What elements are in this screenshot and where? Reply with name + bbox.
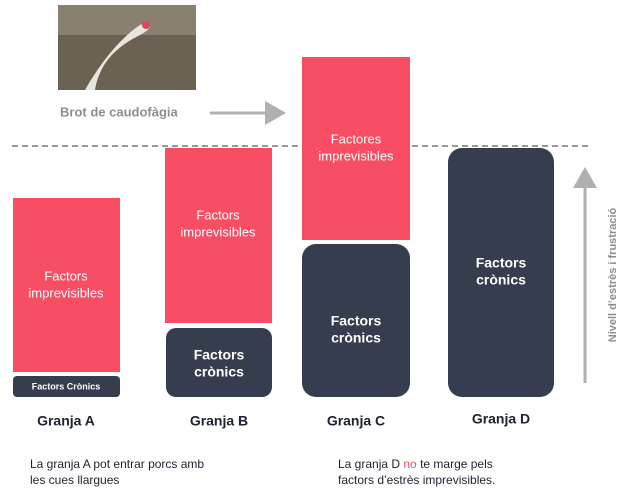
note: La granja A pot entrar porcs amb — [30, 457, 204, 471]
block-label: Factors — [44, 268, 88, 283]
farm-name: Granja A — [37, 413, 95, 429]
note: factors d’estrès imprevisibles. — [338, 473, 495, 487]
block-label: crònics — [476, 272, 526, 288]
note-emphasis: no — [403, 457, 417, 471]
note: La granja D no te marge pels — [338, 457, 493, 471]
note-text: La granja D — [338, 457, 403, 471]
block-label: crònics — [331, 330, 381, 346]
block-label: crònics — [194, 364, 244, 380]
block-chronic — [448, 148, 554, 397]
block-label: Factors Crònics — [32, 381, 101, 391]
note-text: La granja A pot entrar porcs amb — [30, 457, 204, 471]
block-unpredictable — [302, 57, 410, 240]
farm-name: Granja C — [327, 413, 385, 429]
block-unpredictable — [13, 198, 120, 372]
block-chronic — [166, 328, 272, 397]
block-label: Factores — [331, 131, 382, 146]
block-label: imprevisibles — [318, 148, 394, 163]
block-label: Factors — [476, 255, 527, 271]
note: les cues llargues — [30, 473, 119, 487]
block-unpredictable — [165, 148, 272, 323]
note-text: factors d’estrès imprevisibles. — [338, 473, 495, 487]
farm-name: Granja B — [190, 413, 248, 429]
block-label: Factors — [196, 207, 240, 222]
photo — [58, 5, 196, 90]
note-text: te marge pels — [417, 457, 493, 471]
block-label: Factors — [331, 313, 382, 329]
photo-caption: Brot de caudofàgia — [60, 104, 179, 119]
block-label: Factors — [194, 347, 245, 363]
farm-name: Granja D — [472, 411, 530, 427]
note-text: les cues llargues — [30, 473, 119, 487]
block-label: imprevisibles — [180, 224, 256, 239]
block-chronic — [302, 244, 410, 397]
block-label: imprevisibles — [28, 285, 104, 300]
block-chronic — [13, 376, 120, 397]
axis-label: Nivell d’estrès i frustració — [607, 207, 619, 342]
